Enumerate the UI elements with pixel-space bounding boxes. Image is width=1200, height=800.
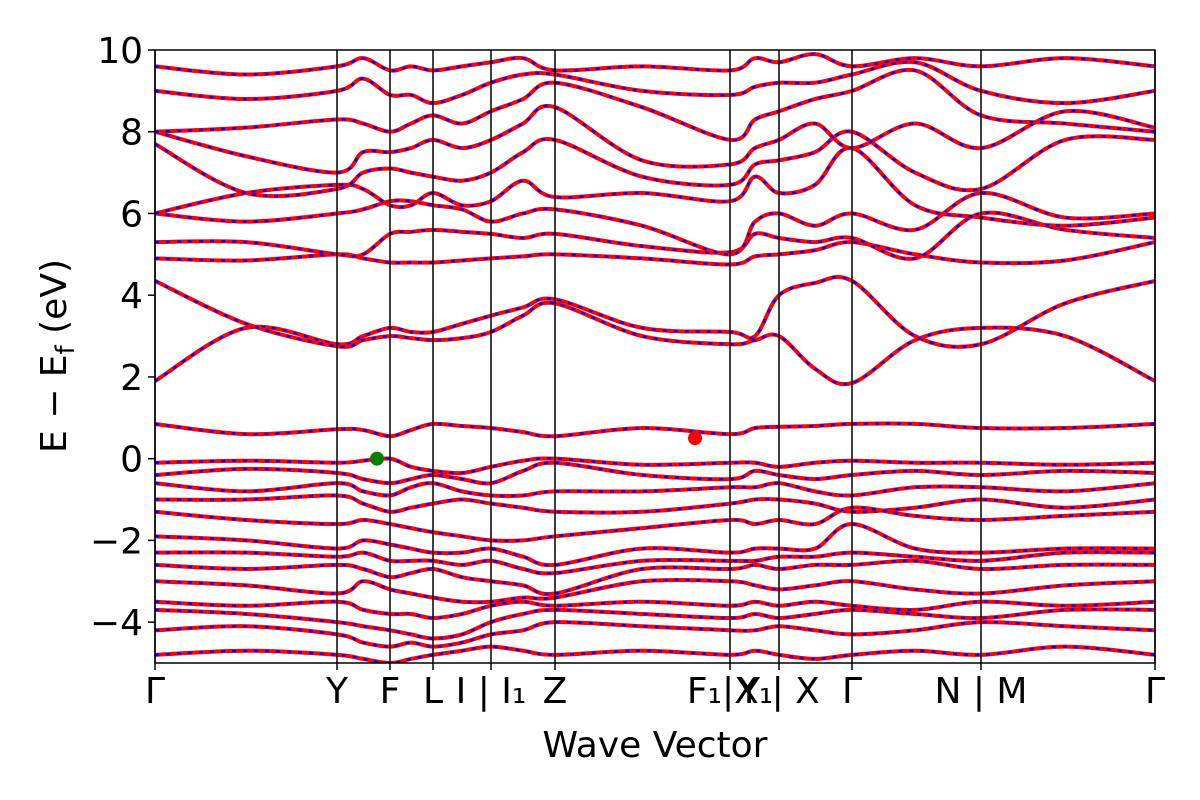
plot-frame <box>154 49 1156 664</box>
x-tick-label: Y | X <box>737 671 820 712</box>
x-tick-label: Y <box>325 671 349 712</box>
band-dash <box>155 457 1155 475</box>
y-tick-label: 10 <box>97 31 143 72</box>
y-label-main: E − E <box>34 354 75 453</box>
x-tick-label: L <box>423 671 443 712</box>
band-dash <box>155 481 1155 498</box>
band-dash <box>155 52 1155 76</box>
band-dash <box>155 275 1155 383</box>
band-dash <box>155 522 1155 567</box>
marker <box>688 431 702 446</box>
band-dash <box>155 608 1155 640</box>
bands-layer <box>155 52 1155 663</box>
band-dash <box>155 620 1155 648</box>
y-label-unit: (eV) <box>34 259 75 345</box>
band-dash <box>155 191 1155 256</box>
band-dash <box>155 461 1155 485</box>
y-tick-label: 8 <box>120 113 143 154</box>
y-tick-label: 6 <box>120 194 143 235</box>
x-tick-label: Γ <box>842 671 862 712</box>
x-tick-label: I | I₁ <box>456 671 527 712</box>
band-dash <box>155 211 1155 261</box>
y-tick-label: −2 <box>90 521 143 562</box>
band-dash <box>155 68 1155 142</box>
x-tick-label: F₁|X₁ <box>687 671 773 712</box>
y-tick-label: 4 <box>120 276 143 317</box>
band-dash <box>155 506 1155 543</box>
band-dash <box>155 60 1155 105</box>
y-tick-label: 2 <box>120 358 143 399</box>
y-label-sub: f <box>51 344 81 354</box>
y-tick-label: 0 <box>120 440 143 481</box>
band-line <box>155 146 1155 228</box>
x-tick-label: Γ <box>1145 671 1165 712</box>
band-dash <box>155 494 1155 514</box>
x-tick-label: F <box>380 671 401 712</box>
y-tick-label: −4 <box>90 603 143 644</box>
band-line <box>155 103 1155 175</box>
x-tick-label: N | M <box>934 671 1027 712</box>
band-dash <box>155 240 1155 266</box>
x-tick-label: Z <box>543 671 568 712</box>
y-axis-label: E − Ef (eV) <box>34 259 81 453</box>
marker <box>370 451 384 466</box>
x-axis-label: Wave Vector <box>543 725 768 766</box>
band-dash <box>155 559 1155 596</box>
band-dash <box>155 600 1155 620</box>
band-line <box>155 129 1155 199</box>
x-tick-label: Γ <box>145 671 165 712</box>
band-dash <box>155 422 1155 438</box>
band-dash <box>155 550 1155 575</box>
band-dash <box>155 578 1155 604</box>
band-dash <box>155 645 1155 663</box>
band-dash <box>155 279 1155 386</box>
